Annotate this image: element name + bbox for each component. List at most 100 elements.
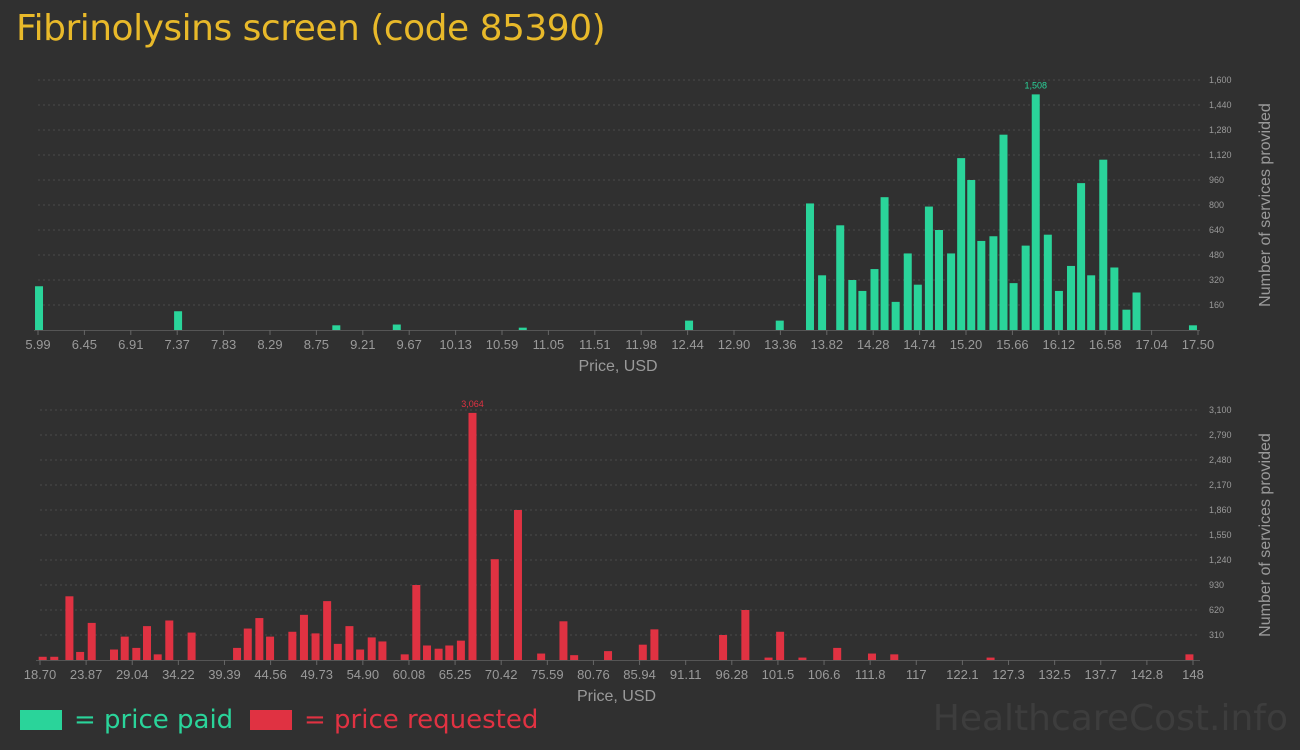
x-tick-label: 12.44 (671, 337, 704, 352)
y-tick-label: 480 (1209, 250, 1224, 260)
legend-paid: = price paid (20, 702, 233, 738)
bar (924, 206, 933, 330)
bar (1009, 283, 1018, 330)
bar (423, 645, 432, 660)
bar (367, 637, 376, 660)
x-tick-label: 8.75 (304, 337, 329, 352)
y-tick-label: 620 (1209, 605, 1224, 615)
bar (999, 134, 1008, 330)
bar (187, 632, 196, 660)
x-tick-label: 117 (906, 667, 927, 682)
bar (243, 628, 252, 660)
x-tick-label: 54.90 (347, 667, 380, 682)
bar (867, 653, 876, 660)
bar (400, 654, 409, 660)
y-tick-label: 1,120 (1209, 150, 1232, 160)
watermark: HealthcareCost.info (932, 698, 1288, 739)
bar (870, 269, 879, 330)
x-tick-label: 39.39 (208, 667, 241, 682)
x-tick-label: 49.73 (300, 667, 333, 682)
x-tick-label: 85.94 (623, 667, 656, 682)
bar (967, 180, 976, 330)
bar (1031, 94, 1040, 330)
bar (1122, 309, 1131, 330)
x-tick-label: 65.25 (439, 667, 472, 682)
bar (120, 636, 129, 660)
y-tick-label: 1,600 (1209, 75, 1232, 85)
bar (299, 614, 308, 660)
bar (456, 640, 465, 660)
y-axis-title: Number of services provided (1257, 433, 1274, 637)
x-tick-label: 14.74 (903, 337, 936, 352)
bar (957, 158, 966, 330)
x-tick-label: 14.28 (857, 337, 890, 352)
x-tick-label: 122.1 (946, 667, 979, 682)
y-axis-title: Number of services provided (1257, 103, 1274, 307)
bar (977, 240, 986, 330)
bar (468, 412, 477, 660)
x-tick-label: 15.20 (950, 337, 983, 352)
bar (378, 641, 387, 660)
bar (805, 203, 814, 330)
bar (913, 284, 922, 330)
bar (518, 327, 527, 330)
bar (153, 654, 162, 660)
y-tick-label: 3,100 (1209, 405, 1232, 415)
bar (775, 320, 784, 330)
legend-requested: = price requested (250, 702, 538, 738)
bar (1132, 292, 1141, 330)
x-tick-label: 137.7 (1084, 667, 1117, 682)
peak-value-label: 1,508 (1024, 80, 1047, 90)
x-tick-label: 13.36 (764, 337, 797, 352)
bar (1043, 234, 1052, 330)
bar (986, 657, 995, 660)
x-tick-label: 75.59 (531, 667, 564, 682)
x-tick-label: 70.42 (485, 667, 518, 682)
bar (890, 654, 899, 660)
x-tick-label: 9.67 (397, 337, 422, 352)
legend-paid-label: = price paid (74, 705, 234, 735)
x-tick-label: 17.04 (1135, 337, 1168, 352)
bar (650, 629, 659, 660)
bar (1077, 183, 1086, 330)
bar (570, 655, 579, 660)
bar (934, 230, 943, 330)
bar (798, 657, 807, 660)
bar (989, 236, 998, 330)
bar (1099, 159, 1108, 330)
bar (1188, 325, 1197, 330)
x-tick-label: 15.66 (996, 337, 1029, 352)
bar (332, 325, 341, 330)
x-tick-label: 17.50 (1182, 337, 1215, 352)
bar (1185, 654, 1194, 660)
bar (266, 636, 275, 660)
bar (1110, 267, 1119, 330)
price-requested-chart: 310 620 930 1,240 1,550 1,860 2,170 2,480 2,790 3… (24, 399, 1274, 705)
x-tick-label: 7.37 (165, 337, 190, 352)
x-tick-label: 91.11 (670, 667, 702, 682)
bar (288, 631, 297, 660)
y-tick-label: 800 (1209, 200, 1224, 210)
x-tick-label: 6.45 (72, 337, 97, 352)
bar (604, 651, 613, 660)
bar (833, 647, 842, 660)
x-tick-label: 132.5 (1038, 667, 1071, 682)
bar (947, 253, 956, 330)
x-axis-title: Price, USD (578, 358, 657, 375)
x-tick-label: 29.04 (116, 667, 149, 682)
y-tick-label: 2,170 (1209, 480, 1232, 490)
bar (891, 301, 900, 330)
x-tick-label: 6.91 (118, 337, 143, 352)
y-tick-label: 320 (1209, 275, 1224, 285)
bar (132, 647, 141, 660)
x-tick-label: 16.12 (1043, 337, 1076, 352)
x-tick-label: 5.99 (25, 337, 50, 352)
x-tick-label: 11.98 (625, 337, 657, 352)
bar (1067, 265, 1076, 330)
x-tick-label: 9.21 (350, 337, 375, 352)
bar (165, 620, 174, 660)
bar (65, 596, 74, 660)
bar (880, 197, 889, 330)
y-tick-label: 160 (1209, 300, 1224, 310)
bar (35, 286, 44, 330)
